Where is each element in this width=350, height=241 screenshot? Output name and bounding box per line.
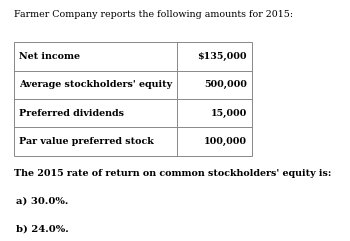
Text: b) 24.0%.: b) 24.0%. (16, 225, 69, 234)
Text: 100,000: 100,000 (204, 137, 247, 146)
Text: Average stockholders' equity: Average stockholders' equity (19, 80, 172, 89)
Text: 500,000: 500,000 (204, 80, 247, 89)
Text: Farmer Company reports the following amounts for 2015:: Farmer Company reports the following amo… (14, 10, 293, 19)
Text: Preferred dividends: Preferred dividends (19, 109, 124, 118)
Text: $135,000: $135,000 (197, 52, 247, 61)
Text: Par value preferred stock: Par value preferred stock (19, 137, 154, 146)
Text: Net income: Net income (19, 52, 80, 61)
Text: 15,000: 15,000 (210, 109, 247, 118)
Text: The 2015 rate of return on common stockholders' equity is:: The 2015 rate of return on common stockh… (14, 169, 331, 178)
Text: a) 30.0%.: a) 30.0%. (16, 197, 68, 206)
